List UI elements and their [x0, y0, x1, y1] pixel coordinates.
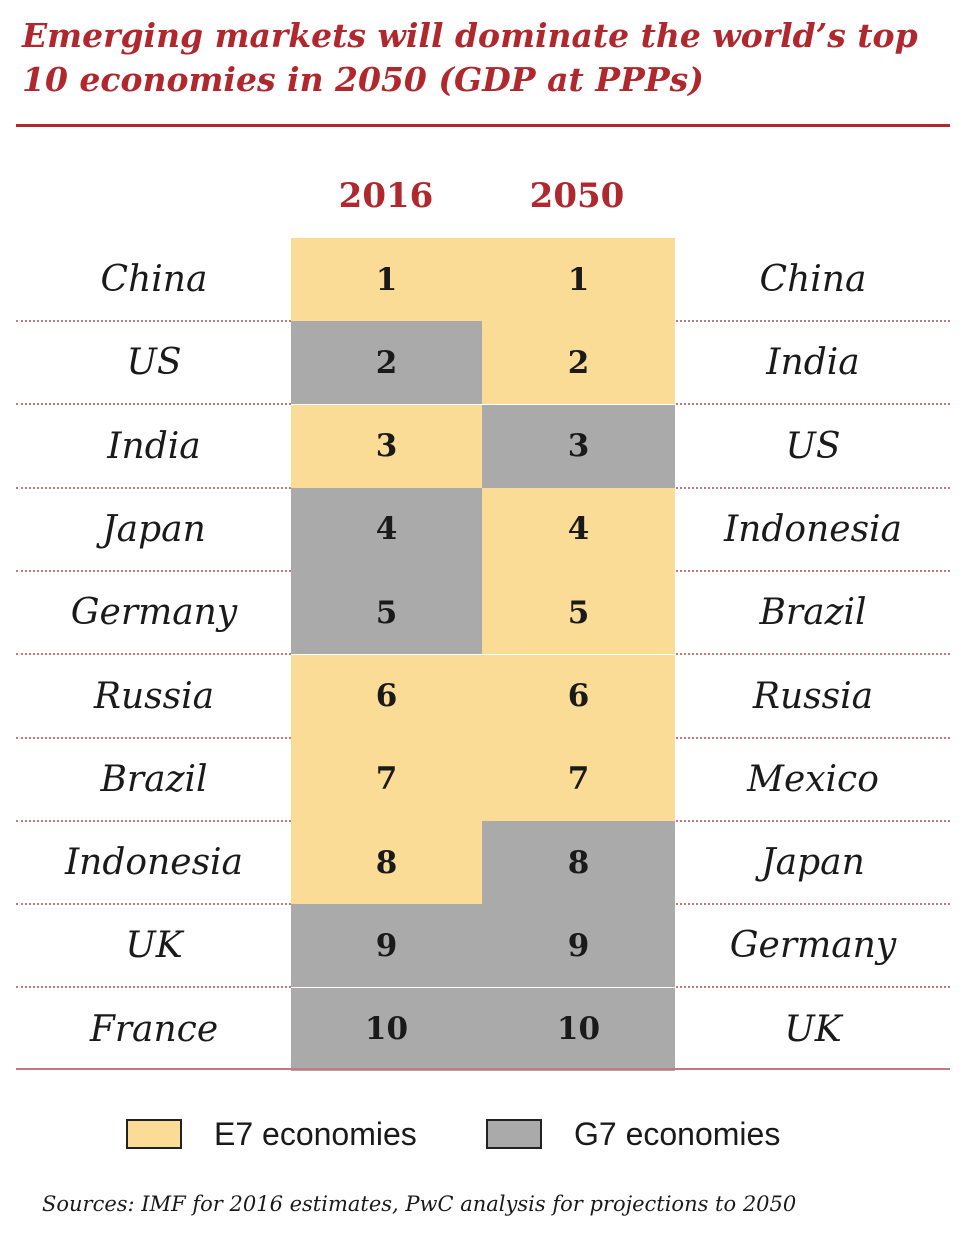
country-2050: China: [759, 259, 867, 300]
row-divider: [16, 819, 291, 822]
table-row: US 2 2 India: [0, 321, 980, 406]
rank-cell-2016: 3: [291, 404, 482, 488]
table-row: Indonesia 8 8 Japan: [0, 821, 980, 906]
country-2016: France: [89, 1008, 219, 1050]
table-row: Japan 4 4 Indonesia: [0, 487, 980, 572]
row-divider: [16, 653, 291, 656]
table-bottom-divider: [16, 1068, 950, 1070]
country-2016: Japan: [102, 508, 206, 550]
legend-label-e7: E7 economies: [214, 1115, 417, 1152]
rank-cell-2050: 2: [482, 321, 675, 405]
country-2050: Indonesia: [723, 508, 903, 550]
table-row: UK 9 9 Germany: [0, 904, 980, 989]
row-divider: [16, 736, 291, 739]
country-2050: India: [766, 342, 860, 384]
country-2016: Germany: [70, 592, 238, 634]
rank-cell-2016: 8: [291, 821, 482, 905]
rank-cell-2016: 7: [291, 737, 482, 821]
country-2016: Russia: [93, 675, 215, 717]
row-divider: [676, 819, 950, 822]
row-divider: [676, 486, 950, 489]
country-2016: Indonesia: [64, 842, 244, 884]
country-2016: India: [107, 425, 201, 467]
rank-cell-2050: 3: [482, 404, 675, 488]
row-divider: [16, 320, 291, 322]
country-2050: Russia: [752, 675, 874, 717]
row-divider: [16, 986, 291, 989]
table-row: France 10 10 UK: [0, 987, 980, 1071]
column-header-2050: 2050: [529, 176, 625, 216]
rank-cell-2050: 1: [482, 238, 675, 321]
rank-cell-2050: 8: [482, 821, 675, 905]
rank-cell-2050: 4: [482, 487, 675, 571]
chart-title-line-2: 10 economies in 2050 (GDP at PPPs): [22, 60, 704, 99]
legend-item-e7: E7 economies: [126, 1112, 417, 1156]
table-row: Germany 5 5 Brazil: [0, 571, 980, 656]
rank-cell-2016: 2: [291, 321, 482, 405]
rank-cell-2050: 7: [482, 737, 675, 821]
country-2050: US: [785, 425, 841, 467]
row-divider: [676, 403, 950, 406]
table-row: Brazil 7 7 Mexico: [0, 737, 980, 822]
country-2050: Mexico: [747, 758, 879, 800]
country-2016: Brazil: [100, 758, 208, 800]
table-row: China 1 1 China: [0, 238, 980, 322]
row-divider: [676, 653, 950, 656]
country-2050: Japan: [761, 842, 865, 884]
rank-cell-2016: 9: [291, 904, 482, 988]
source-note: Sources: IMF for 2016 estimates, PwC ana…: [42, 1192, 797, 1216]
chart-title-line-1: Emerging markets will dominate the world…: [22, 16, 918, 55]
rank-cell-2050: 6: [482, 654, 675, 738]
row-divider: [676, 986, 950, 989]
rank-cell-2016: 5: [291, 571, 482, 655]
row-divider: [676, 903, 950, 906]
row-divider: [16, 403, 291, 406]
row-divider: [676, 736, 950, 739]
country-2016: China: [100, 259, 208, 300]
table-row: Russia 6 6 Russia: [0, 654, 980, 739]
country-2050: Brazil: [759, 592, 867, 634]
country-2050: UK: [784, 1008, 842, 1050]
country-2016: US: [126, 342, 182, 384]
rank-cell-2050: 9: [482, 904, 675, 988]
row-divider: [16, 903, 291, 906]
rank-cell-2016: 10: [291, 987, 482, 1071]
rank-cell-2016: 1: [291, 238, 482, 321]
legend-item-g7: G7 economies: [486, 1112, 780, 1156]
row-divider: [16, 569, 291, 572]
country-2016: UK: [125, 925, 183, 967]
country-2050: Germany: [729, 925, 897, 967]
column-header-2016: 2016: [338, 176, 434, 216]
rank-cell-2050: 5: [482, 571, 675, 655]
legend-swatch-g7: [486, 1119, 542, 1149]
table-row: India 3 3 US: [0, 404, 980, 489]
rank-cell-2050: 10: [482, 987, 675, 1071]
legend-swatch-e7: [126, 1119, 182, 1149]
chart-title: Emerging markets will dominate the world…: [22, 14, 962, 102]
row-divider: [676, 569, 950, 572]
rank-cell-2016: 6: [291, 654, 482, 738]
title-divider: [16, 124, 950, 127]
row-divider: [676, 320, 950, 322]
legend-label-g7: G7 economies: [574, 1115, 781, 1152]
rank-cell-2016: 4: [291, 487, 482, 571]
row-divider: [16, 486, 291, 489]
